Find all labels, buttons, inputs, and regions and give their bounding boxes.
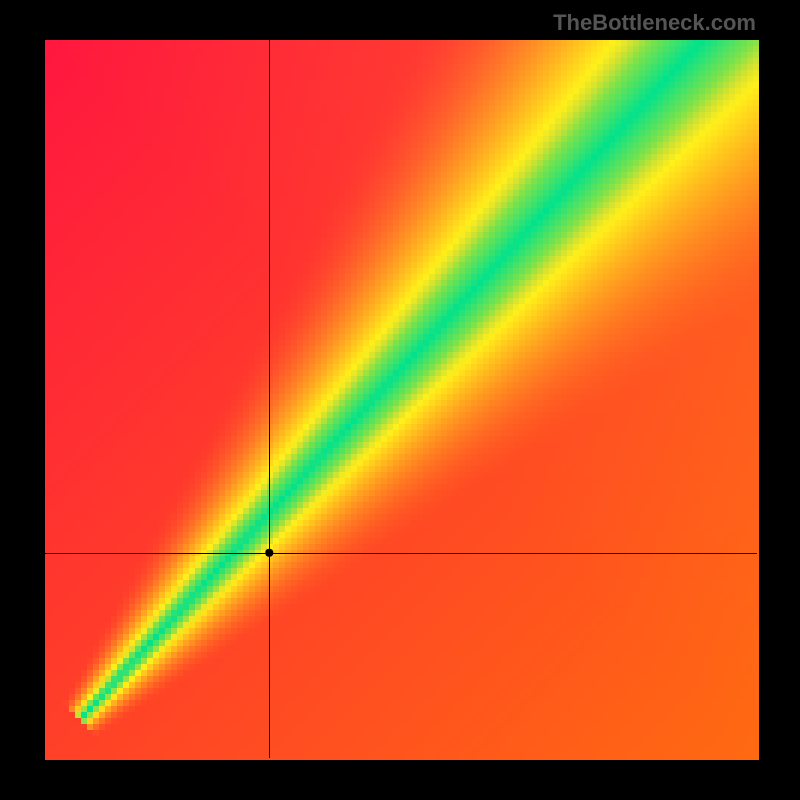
heatmap-canvas: [0, 0, 800, 800]
chart-container: TheBottleneck.com: [0, 0, 800, 800]
watermark-text: TheBottleneck.com: [553, 10, 756, 36]
